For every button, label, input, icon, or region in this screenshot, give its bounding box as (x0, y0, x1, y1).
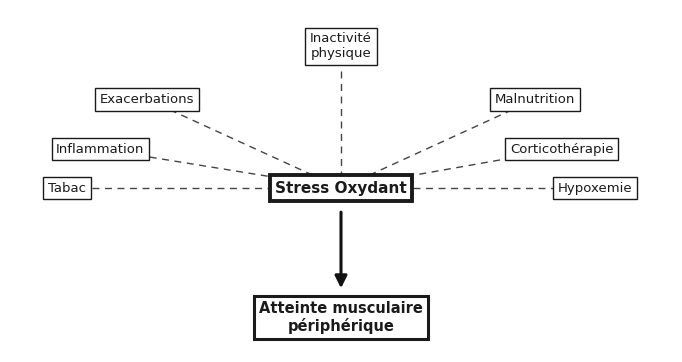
Text: Malnutrition: Malnutrition (494, 93, 575, 106)
Text: Exacerbations: Exacerbations (100, 93, 194, 106)
Text: Tabac: Tabac (48, 182, 86, 195)
Text: Inactivité
physique: Inactivité physique (310, 32, 372, 60)
Text: Inflammation: Inflammation (56, 143, 145, 156)
Text: Stress Oxydant: Stress Oxydant (275, 181, 407, 195)
Text: Corticothérapie: Corticothérapie (510, 143, 613, 156)
Text: Hypoxemie: Hypoxemie (558, 182, 632, 195)
Text: Atteinte musculaire
périphérique: Atteinte musculaire périphérique (259, 301, 423, 334)
